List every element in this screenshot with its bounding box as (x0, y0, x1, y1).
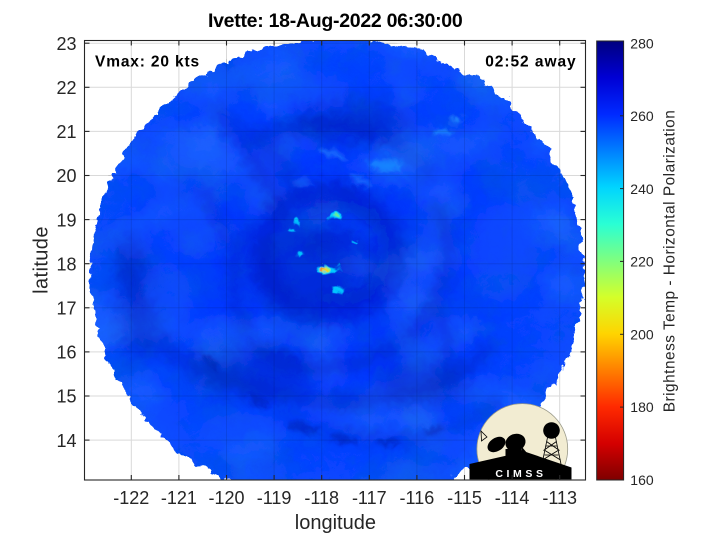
svg-text:19: 19 (56, 210, 76, 230)
svg-text:latitude: latitude (31, 226, 53, 294)
svg-text:Vmax: 20 kts: Vmax: 20 kts (95, 53, 200, 70)
svg-text:14: 14 (56, 431, 76, 451)
svg-text:17: 17 (56, 299, 76, 319)
svg-text:-114: -114 (495, 488, 530, 508)
svg-text:-118: -118 (304, 488, 339, 508)
svg-text:-120: -120 (208, 488, 244, 508)
svg-text:-119: -119 (257, 488, 292, 508)
svg-text:240: 240 (630, 181, 654, 197)
svg-text:02:52 away: 02:52 away (485, 53, 576, 70)
svg-text:18: 18 (56, 254, 76, 274)
svg-text:23: 23 (56, 34, 76, 54)
svg-text:Brightness Temp - Horizontal P: Brightness Temp - Horizontal Polarizatio… (661, 110, 678, 413)
svg-text:22: 22 (56, 78, 76, 98)
svg-text:16: 16 (56, 343, 76, 363)
svg-text:-116: -116 (400, 488, 435, 508)
svg-text:-122: -122 (113, 488, 149, 508)
svg-text:-113: -113 (542, 488, 577, 508)
svg-text:-117: -117 (352, 488, 387, 508)
svg-text:180: 180 (630, 399, 654, 415)
svg-text:220: 220 (630, 254, 654, 270)
svg-text:CIMSS: CIMSS (495, 468, 546, 480)
svg-text:21: 21 (56, 122, 76, 142)
svg-text:160: 160 (630, 472, 654, 488)
svg-text:longitude: longitude (295, 512, 376, 534)
svg-text:200: 200 (630, 326, 654, 342)
svg-text:260: 260 (630, 108, 654, 124)
svg-text:20: 20 (56, 166, 76, 186)
svg-text:-115: -115 (447, 488, 482, 508)
svg-text:15: 15 (56, 387, 76, 407)
svg-text:-121: -121 (161, 488, 197, 508)
svg-text:280: 280 (630, 35, 654, 51)
svg-text:Ivette: 18-Aug-2022 06:30:00: Ivette: 18-Aug-2022 06:30:00 (208, 10, 463, 32)
